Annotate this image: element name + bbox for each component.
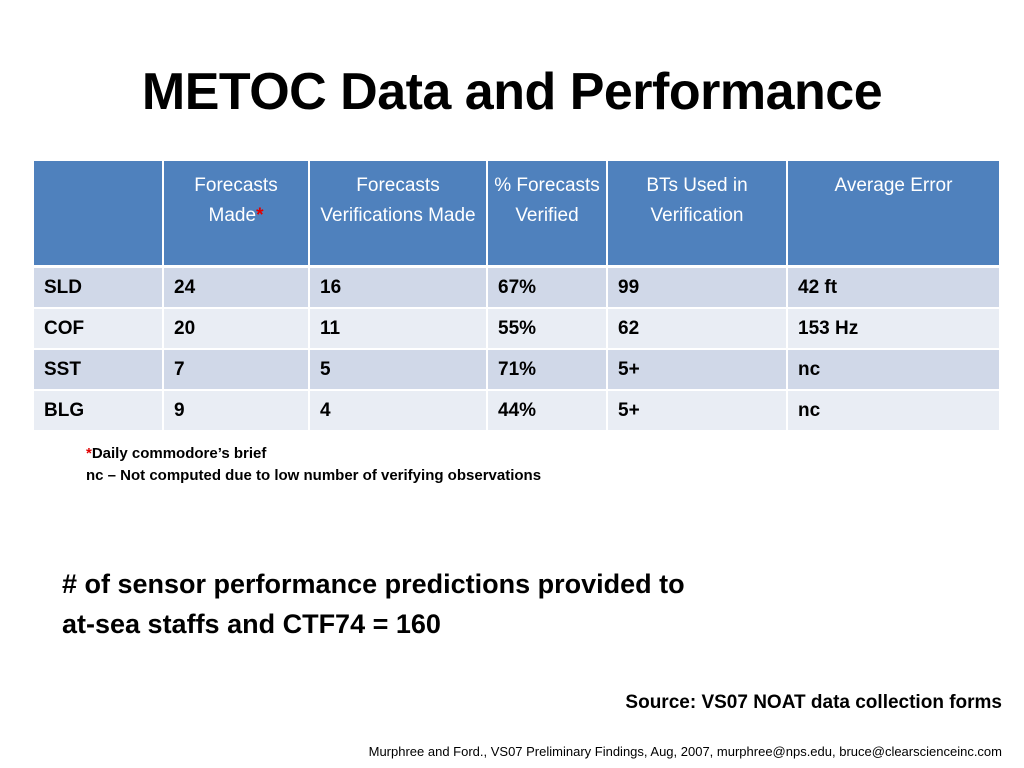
summary-line-1: # of sensor performance predictions prov… <box>62 569 685 599</box>
cell-bts: 99 <box>608 268 788 309</box>
header-empty <box>34 161 164 268</box>
source-note: Source: VS07 NOAT data collection forms <box>625 692 1002 713</box>
cell-bts: 5+ <box>608 350 788 391</box>
asterisk-marker: * <box>256 205 264 226</box>
cell-error: nc <box>788 350 999 391</box>
cell-verifications: 16 <box>310 268 488 309</box>
cell-bts: 5+ <box>608 391 788 432</box>
cell-percent: 71% <box>488 350 608 391</box>
cell-bts: 62 <box>608 309 788 350</box>
header-forecast-verifications: Forecasts Verifications Made <box>310 161 488 268</box>
header-average-error: Average Error <box>788 161 999 268</box>
cell-error: nc <box>788 391 999 432</box>
cell-sensor: BLG <box>34 391 164 432</box>
table-row: SLD 24 16 67% 99 42 ft <box>34 268 999 309</box>
header-bts-used: BTs Used in Verification <box>608 161 788 268</box>
table-row: BLG 9 4 44% 5+ nc <box>34 391 999 432</box>
cell-error: 153 Hz <box>788 309 999 350</box>
footnotes: *Daily commodore’s brief nc – Not comput… <box>86 443 541 487</box>
table-row: COF 20 11 55% 62 153 Hz <box>34 309 999 350</box>
cell-percent: 67% <box>488 268 608 309</box>
cell-sensor: SLD <box>34 268 164 309</box>
header-forecasts-made: Forecasts Made* <box>164 161 310 268</box>
cell-forecasts: 20 <box>164 309 310 350</box>
summary-line-2: at-sea staffs and CTF74 = 160 <box>62 609 441 639</box>
metoc-table: Forecasts Made* Forecasts Verifications … <box>34 161 999 432</box>
cell-forecasts: 24 <box>164 268 310 309</box>
header-percent-verified: % Forecasts Verified <box>488 161 608 268</box>
cell-sensor: SST <box>34 350 164 391</box>
cell-verifications: 5 <box>310 350 488 391</box>
cell-verifications: 11 <box>310 309 488 350</box>
slide-title: METOC Data and Performance <box>141 63 883 121</box>
cell-sensor: COF <box>34 309 164 350</box>
summary-text: # of sensor performance predictions prov… <box>62 564 685 644</box>
table-row: SST 7 5 71% 5+ nc <box>34 350 999 391</box>
cell-error: 42 ft <box>788 268 999 309</box>
credit-line: Murphree and Ford., VS07 Preliminary Fin… <box>368 744 1002 759</box>
asterisk-marker: * <box>86 445 92 462</box>
table-header-row: Forecasts Made* Forecasts Verifications … <box>34 161 999 268</box>
footnote-nc: nc – Not computed due to low number of v… <box>86 467 542 484</box>
cell-verifications: 4 <box>310 391 488 432</box>
cell-forecasts: 9 <box>164 391 310 432</box>
cell-percent: 44% <box>488 391 608 432</box>
footnote-commodore: *Daily commodore’s brief <box>86 445 267 462</box>
cell-percent: 55% <box>488 309 608 350</box>
cell-forecasts: 7 <box>164 350 310 391</box>
